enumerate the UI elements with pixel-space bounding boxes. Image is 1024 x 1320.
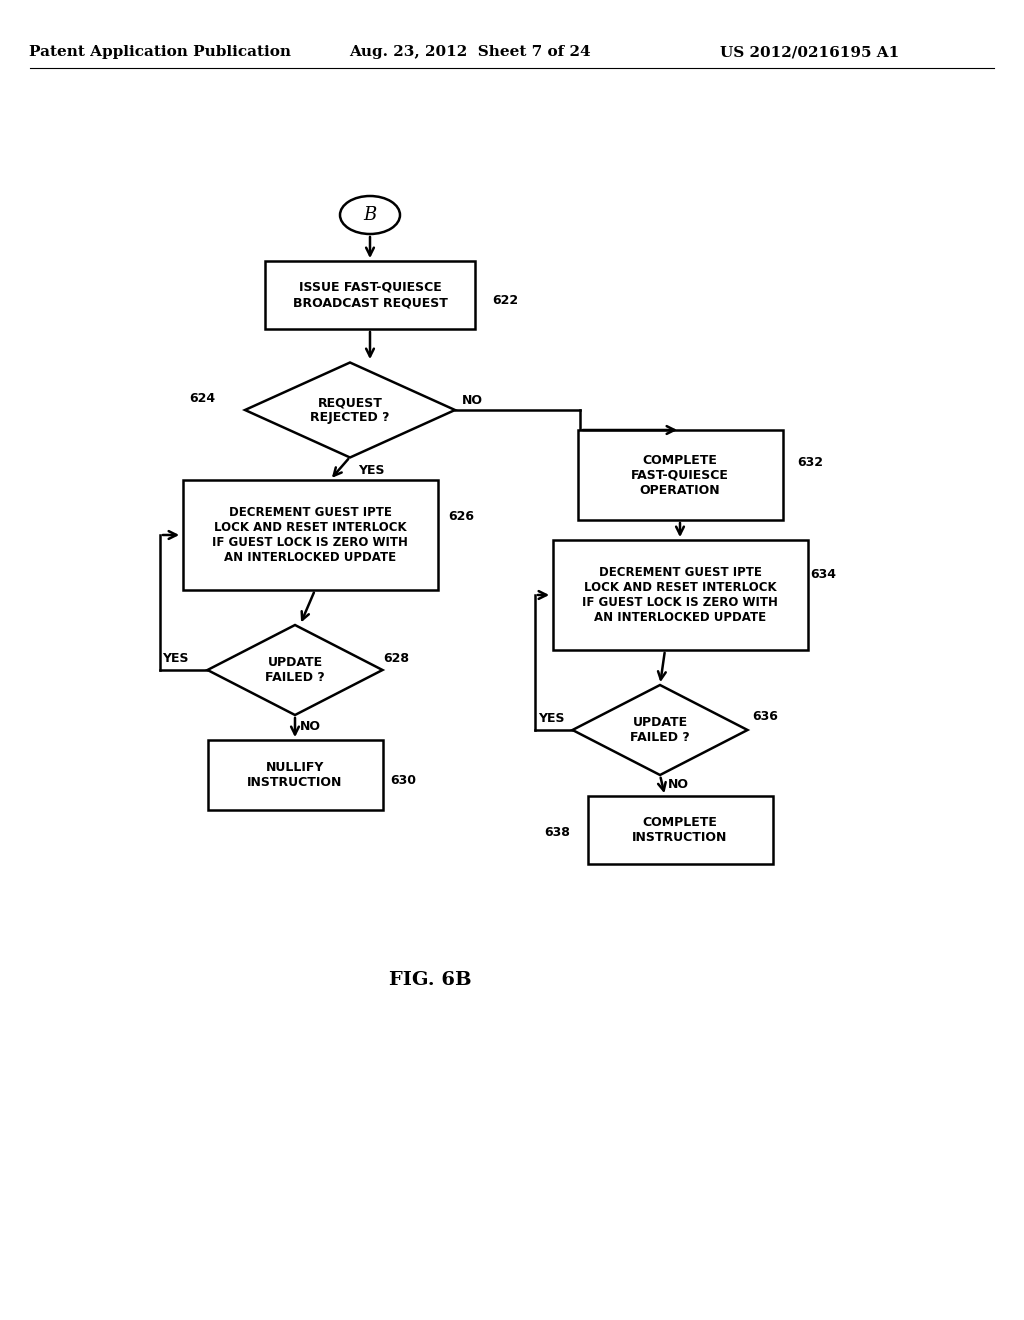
FancyBboxPatch shape (208, 741, 383, 810)
FancyBboxPatch shape (553, 540, 808, 649)
Text: COMPLETE
FAST-QUIESCE
OPERATION: COMPLETE FAST-QUIESCE OPERATION (631, 454, 729, 496)
Text: 626: 626 (449, 511, 474, 524)
Text: NO: NO (462, 393, 483, 407)
Polygon shape (208, 624, 383, 715)
Text: 624: 624 (188, 392, 215, 404)
Text: B: B (364, 206, 377, 224)
FancyBboxPatch shape (578, 430, 782, 520)
Text: YES: YES (358, 463, 384, 477)
Text: YES: YES (538, 711, 564, 725)
Text: Aug. 23, 2012  Sheet 7 of 24: Aug. 23, 2012 Sheet 7 of 24 (349, 45, 591, 59)
FancyBboxPatch shape (588, 796, 772, 865)
Text: 632: 632 (797, 455, 823, 469)
Text: UPDATE
FAILED ?: UPDATE FAILED ? (630, 715, 690, 744)
FancyBboxPatch shape (265, 261, 475, 329)
Text: UPDATE
FAILED ?: UPDATE FAILED ? (265, 656, 325, 684)
Text: YES: YES (162, 652, 188, 664)
Text: 638: 638 (544, 826, 570, 840)
Text: DECREMENT GUEST IPTE
LOCK AND RESET INTERLOCK
IF GUEST LOCK IS ZERO WITH
AN INTE: DECREMENT GUEST IPTE LOCK AND RESET INTE… (212, 506, 408, 564)
Text: NULLIFY
INSTRUCTION: NULLIFY INSTRUCTION (248, 762, 343, 789)
Text: NO: NO (668, 779, 689, 792)
Text: REQUEST
REJECTED ?: REQUEST REJECTED ? (310, 396, 390, 424)
Text: Patent Application Publication: Patent Application Publication (29, 45, 291, 59)
FancyBboxPatch shape (182, 480, 437, 590)
Text: 622: 622 (492, 293, 518, 306)
Text: ISSUE FAST-QUIESCE
BROADCAST REQUEST: ISSUE FAST-QUIESCE BROADCAST REQUEST (293, 281, 447, 309)
Text: DECREMENT GUEST IPTE
LOCK AND RESET INTERLOCK
IF GUEST LOCK IS ZERO WITH
AN INTE: DECREMENT GUEST IPTE LOCK AND RESET INTE… (582, 566, 778, 624)
Text: 634: 634 (810, 569, 836, 582)
Text: 636: 636 (752, 710, 778, 723)
Text: 630: 630 (390, 774, 416, 787)
Text: 628: 628 (383, 652, 409, 664)
Text: FIG. 6B: FIG. 6B (389, 972, 471, 989)
Polygon shape (245, 363, 455, 458)
Text: COMPLETE
INSTRUCTION: COMPLETE INSTRUCTION (632, 816, 728, 843)
Text: US 2012/0216195 A1: US 2012/0216195 A1 (720, 45, 900, 59)
Ellipse shape (340, 195, 400, 234)
Text: NO: NO (300, 719, 321, 733)
Polygon shape (572, 685, 748, 775)
